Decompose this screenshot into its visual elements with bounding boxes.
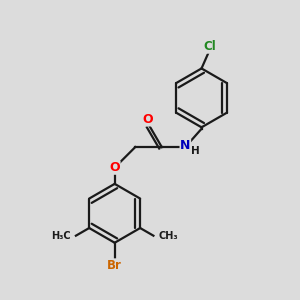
Text: CH₃: CH₃ — [159, 231, 178, 241]
Text: H₃C: H₃C — [51, 231, 70, 241]
Text: O: O — [110, 161, 120, 174]
Text: H: H — [191, 146, 200, 157]
Text: Br: Br — [107, 259, 122, 272]
Text: Cl: Cl — [203, 40, 216, 53]
Text: O: O — [142, 113, 153, 126]
Text: N: N — [180, 139, 190, 152]
